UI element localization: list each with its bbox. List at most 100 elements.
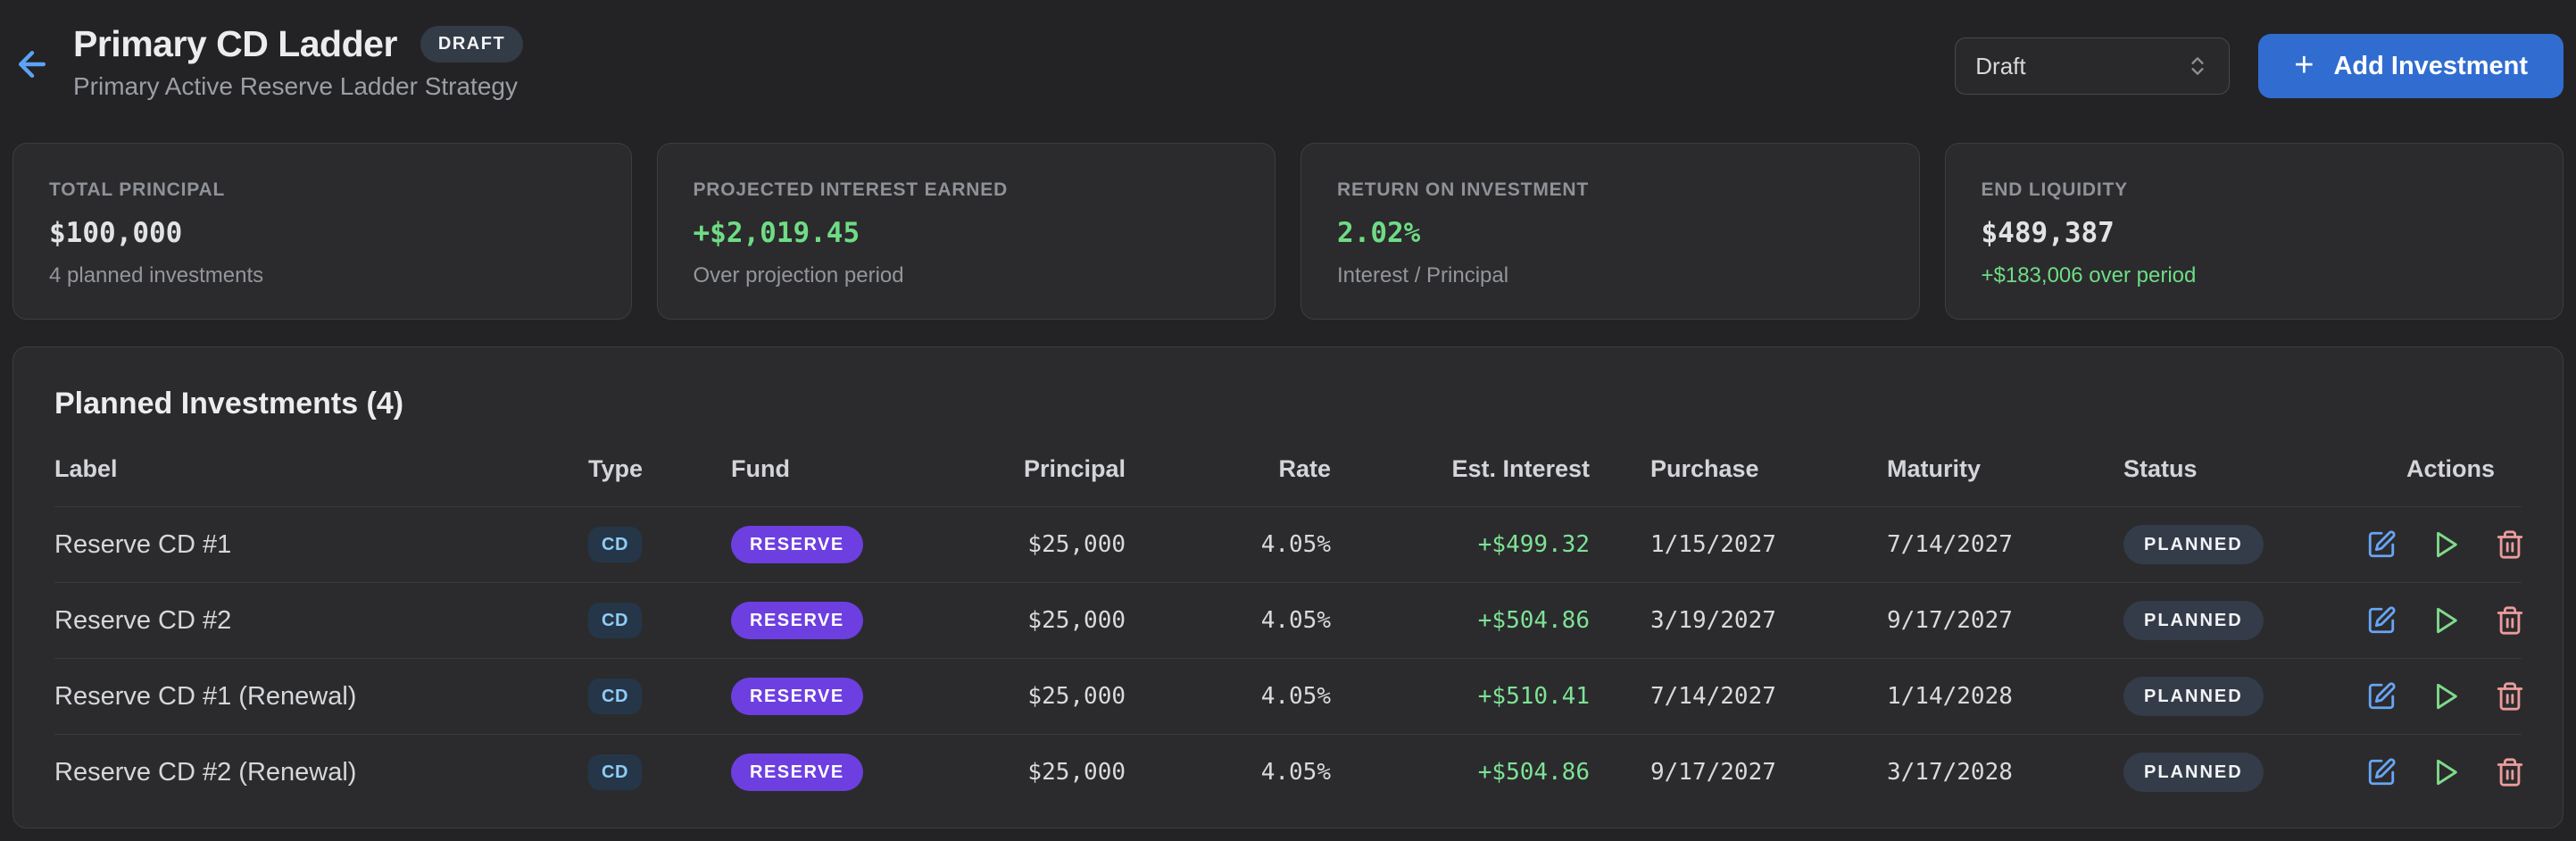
edit-button[interactable]	[2366, 681, 2397, 712]
col-header-purchase: Purchase	[1650, 455, 1759, 482]
maturity-date: 9/17/2027	[1853, 582, 2090, 659]
col-header-status: Status	[2123, 455, 2198, 482]
purchase-date: 9/17/2027	[1616, 734, 1853, 810]
stat-label: RETURN ON INVESTMENT	[1337, 179, 1590, 200]
plus-icon: +	[2294, 46, 2314, 84]
stat-subtext: Over projection period	[693, 263, 904, 287]
trash-icon	[2495, 681, 2525, 712]
run-button[interactable]	[2431, 681, 2461, 712]
est-interest-value: +$499.32	[1358, 506, 1616, 583]
rate-value: 4.05%	[1152, 582, 1358, 659]
type-badge: CD	[588, 527, 642, 562]
chevrons-up-down-icon	[2186, 54, 2209, 78]
edit-icon	[2366, 605, 2397, 636]
stat-subtext: +$183,006 over period	[1981, 263, 2197, 287]
edit-icon	[2366, 681, 2397, 712]
col-header-rate: Rate	[1278, 455, 1331, 482]
table-header-row: Label Type Fund Principal Rate Est. Inte…	[54, 455, 2522, 507]
edit-icon	[2366, 757, 2397, 787]
fund-badge: RESERVE	[731, 678, 863, 715]
fund-badge: RESERVE	[731, 754, 863, 791]
investments-table: Label Type Fund Principal Rate Est. Inte…	[54, 455, 2522, 810]
stat-value: $100,000	[49, 217, 183, 249]
stat-label: TOTAL PRINCIPAL	[49, 179, 226, 200]
planned-investments-card: Planned Investments (4) Label Type Fund …	[12, 346, 2564, 829]
principal-value: $25,000	[965, 734, 1152, 810]
col-header-est-interest: Est. Interest	[1451, 455, 1590, 482]
investment-label: Reserve CD #2	[54, 582, 554, 659]
run-button[interactable]	[2431, 605, 2461, 636]
purchase-date: 7/14/2027	[1616, 658, 1853, 735]
stat-card-return-on-investment: RETURN ON INVESTMENT 2.02% Interest / Pr…	[1300, 143, 1920, 320]
delete-button[interactable]	[2495, 529, 2525, 560]
purchase-date: 3/19/2027	[1616, 582, 1853, 659]
run-button[interactable]	[2431, 757, 2461, 787]
col-header-actions: Actions	[2406, 455, 2495, 482]
title-block: Primary CD Ladder DRAFT Primary Active R…	[73, 23, 524, 101]
status-select[interactable]: Draft	[1955, 37, 2231, 95]
add-investment-button[interactable]: + Add Investment	[2258, 34, 2564, 98]
col-header-principal: Principal	[1023, 455, 1126, 482]
header-controls: Draft + Add Investment	[1955, 34, 2564, 98]
status-badge: PLANNED	[2123, 677, 2264, 716]
stat-label: PROJECTED INTEREST EARNED	[693, 179, 1009, 200]
principal-value: $25,000	[965, 582, 1152, 659]
est-interest-value: +$510.41	[1358, 658, 1616, 735]
stat-cards: TOTAL PRINCIPAL $100,000 4 planned inves…	[12, 143, 2564, 320]
stat-label: END LIQUIDITY	[1981, 179, 2128, 200]
page-subtitle: Primary Active Reserve Ladder Strategy	[73, 72, 518, 100]
table-row: Reserve CD #2 (Renewal) CD RESERVE $25,0…	[54, 734, 2525, 810]
est-interest-value: +$504.86	[1358, 734, 1616, 810]
maturity-date: 1/14/2028	[1853, 658, 2090, 735]
edit-button[interactable]	[2366, 529, 2397, 560]
page-header: Primary CD Ladder DRAFT Primary Active R…	[0, 0, 2576, 121]
edit-button[interactable]	[2366, 757, 2397, 787]
delete-button[interactable]	[2495, 681, 2525, 712]
stat-card-projected-interest: PROJECTED INTEREST EARNED +$2,019.45 Ove…	[656, 143, 1276, 320]
draft-status-badge: DRAFT	[420, 26, 524, 62]
delete-button[interactable]	[2495, 757, 2525, 787]
maturity-date: 3/17/2028	[1853, 734, 2090, 810]
stat-subtext: 4 planned investments	[49, 263, 264, 287]
col-header-maturity: Maturity	[1887, 455, 1982, 482]
type-badge: CD	[588, 679, 642, 714]
delete-button[interactable]	[2495, 605, 2525, 636]
table-row: Reserve CD #1 (Renewal) CD RESERVE $25,0…	[54, 658, 2525, 735]
maturity-date: 7/14/2027	[1853, 506, 2090, 583]
back-button[interactable]	[12, 45, 52, 87]
fund-badge: RESERVE	[731, 526, 863, 563]
status-badge: PLANNED	[2123, 753, 2264, 792]
edit-button[interactable]	[2366, 605, 2397, 636]
investment-label: Reserve CD #1 (Renewal)	[54, 658, 554, 735]
rate-value: 4.05%	[1152, 734, 1358, 810]
run-button[interactable]	[2431, 529, 2461, 560]
table-row: Reserve CD #1 CD RESERVE $25,000 4.05% +…	[54, 506, 2525, 583]
play-icon	[2431, 681, 2461, 712]
principal-value: $25,000	[965, 506, 1152, 583]
status-badge: PLANNED	[2123, 525, 2264, 564]
investment-label: Reserve CD #1	[54, 506, 554, 583]
page-title: Primary CD Ladder	[73, 23, 397, 64]
col-header-label: Label	[54, 455, 118, 482]
stat-value: 2.02%	[1337, 217, 1421, 249]
play-icon	[2431, 757, 2461, 787]
col-header-type: Type	[588, 455, 644, 482]
trash-icon	[2495, 757, 2525, 787]
trash-icon	[2495, 529, 2525, 560]
principal-value: $25,000	[965, 658, 1152, 735]
stat-value: $489,387	[1981, 217, 2115, 249]
arrow-left-icon	[12, 45, 52, 84]
purchase-date: 1/15/2027	[1616, 506, 1853, 583]
stat-value: +$2,019.45	[693, 217, 860, 249]
rate-value: 4.05%	[1152, 506, 1358, 583]
play-icon	[2431, 529, 2461, 560]
status-badge: PLANNED	[2123, 601, 2264, 640]
table-row: Reserve CD #2 CD RESERVE $25,000 4.05% +…	[54, 582, 2525, 659]
rate-value: 4.05%	[1152, 658, 1358, 735]
stat-card-end-liquidity: END LIQUIDITY $489,387 +$183,006 over pe…	[1944, 143, 2564, 320]
investment-label: Reserve CD #2 (Renewal)	[54, 734, 554, 810]
est-interest-value: +$504.86	[1358, 582, 1616, 659]
play-icon	[2431, 605, 2461, 636]
stat-subtext: Interest / Principal	[1337, 263, 1509, 287]
trash-icon	[2495, 605, 2525, 636]
